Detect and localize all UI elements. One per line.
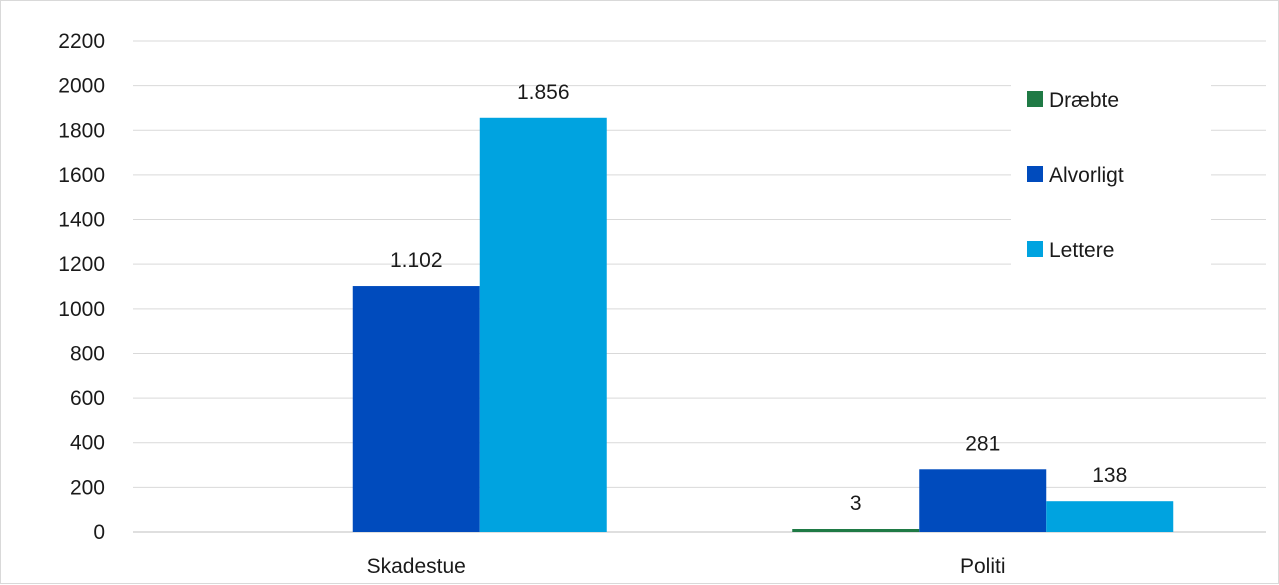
legend-label: Lettere bbox=[1049, 239, 1114, 262]
bar-lettere-politi bbox=[1046, 501, 1174, 532]
y-tick-label: 1600 bbox=[58, 164, 105, 187]
y-axis-ticks: 0 200 400 600 800 1000 1200 1400 1600 1800 2000 220… bbox=[58, 30, 105, 544]
y-tick-label: 600 bbox=[70, 387, 105, 410]
bar-alvorligt-politi bbox=[919, 469, 1047, 532]
legend: Dræbte Alvorligt Lettere bbox=[1011, 71, 1211, 276]
data-label: 281 bbox=[965, 432, 1000, 455]
data-label: 1.102 bbox=[390, 249, 443, 272]
data-label: 138 bbox=[1092, 464, 1127, 487]
legend-swatch bbox=[1027, 166, 1043, 182]
y-tick-label: 1800 bbox=[58, 119, 105, 142]
data-labels: 1.102 1.856 3 281 138 bbox=[390, 81, 1127, 515]
x-axis-categories: Skadestue Politi bbox=[367, 555, 1006, 578]
legend-label: Alvorligt bbox=[1049, 164, 1124, 187]
y-tick-label: 0 bbox=[93, 521, 105, 544]
y-tick-label: 1200 bbox=[58, 253, 105, 276]
bar-lettere-skadestue bbox=[479, 117, 607, 533]
bar-dræbte-politi bbox=[792, 529, 920, 532]
legend-swatch bbox=[1027, 241, 1043, 257]
bars bbox=[352, 117, 1174, 533]
y-tick-label: 800 bbox=[70, 342, 105, 365]
y-tick-label: 400 bbox=[70, 432, 105, 455]
y-tick-label: 1400 bbox=[58, 209, 105, 232]
x-category-label: Politi bbox=[960, 555, 1006, 578]
legend-background bbox=[1011, 71, 1211, 276]
y-tick-label: 2200 bbox=[58, 30, 105, 53]
data-label: 1.856 bbox=[517, 81, 570, 104]
x-category-label: Skadestue bbox=[367, 555, 466, 578]
y-tick-label: 1000 bbox=[58, 298, 105, 321]
legend-label: Dræbte bbox=[1049, 89, 1119, 112]
y-tick-label: 200 bbox=[70, 476, 105, 499]
data-label: 3 bbox=[850, 492, 862, 515]
legend-swatch bbox=[1027, 91, 1043, 107]
y-tick-label: 2000 bbox=[58, 75, 105, 98]
bar-alvorligt-skadestue bbox=[352, 286, 480, 532]
